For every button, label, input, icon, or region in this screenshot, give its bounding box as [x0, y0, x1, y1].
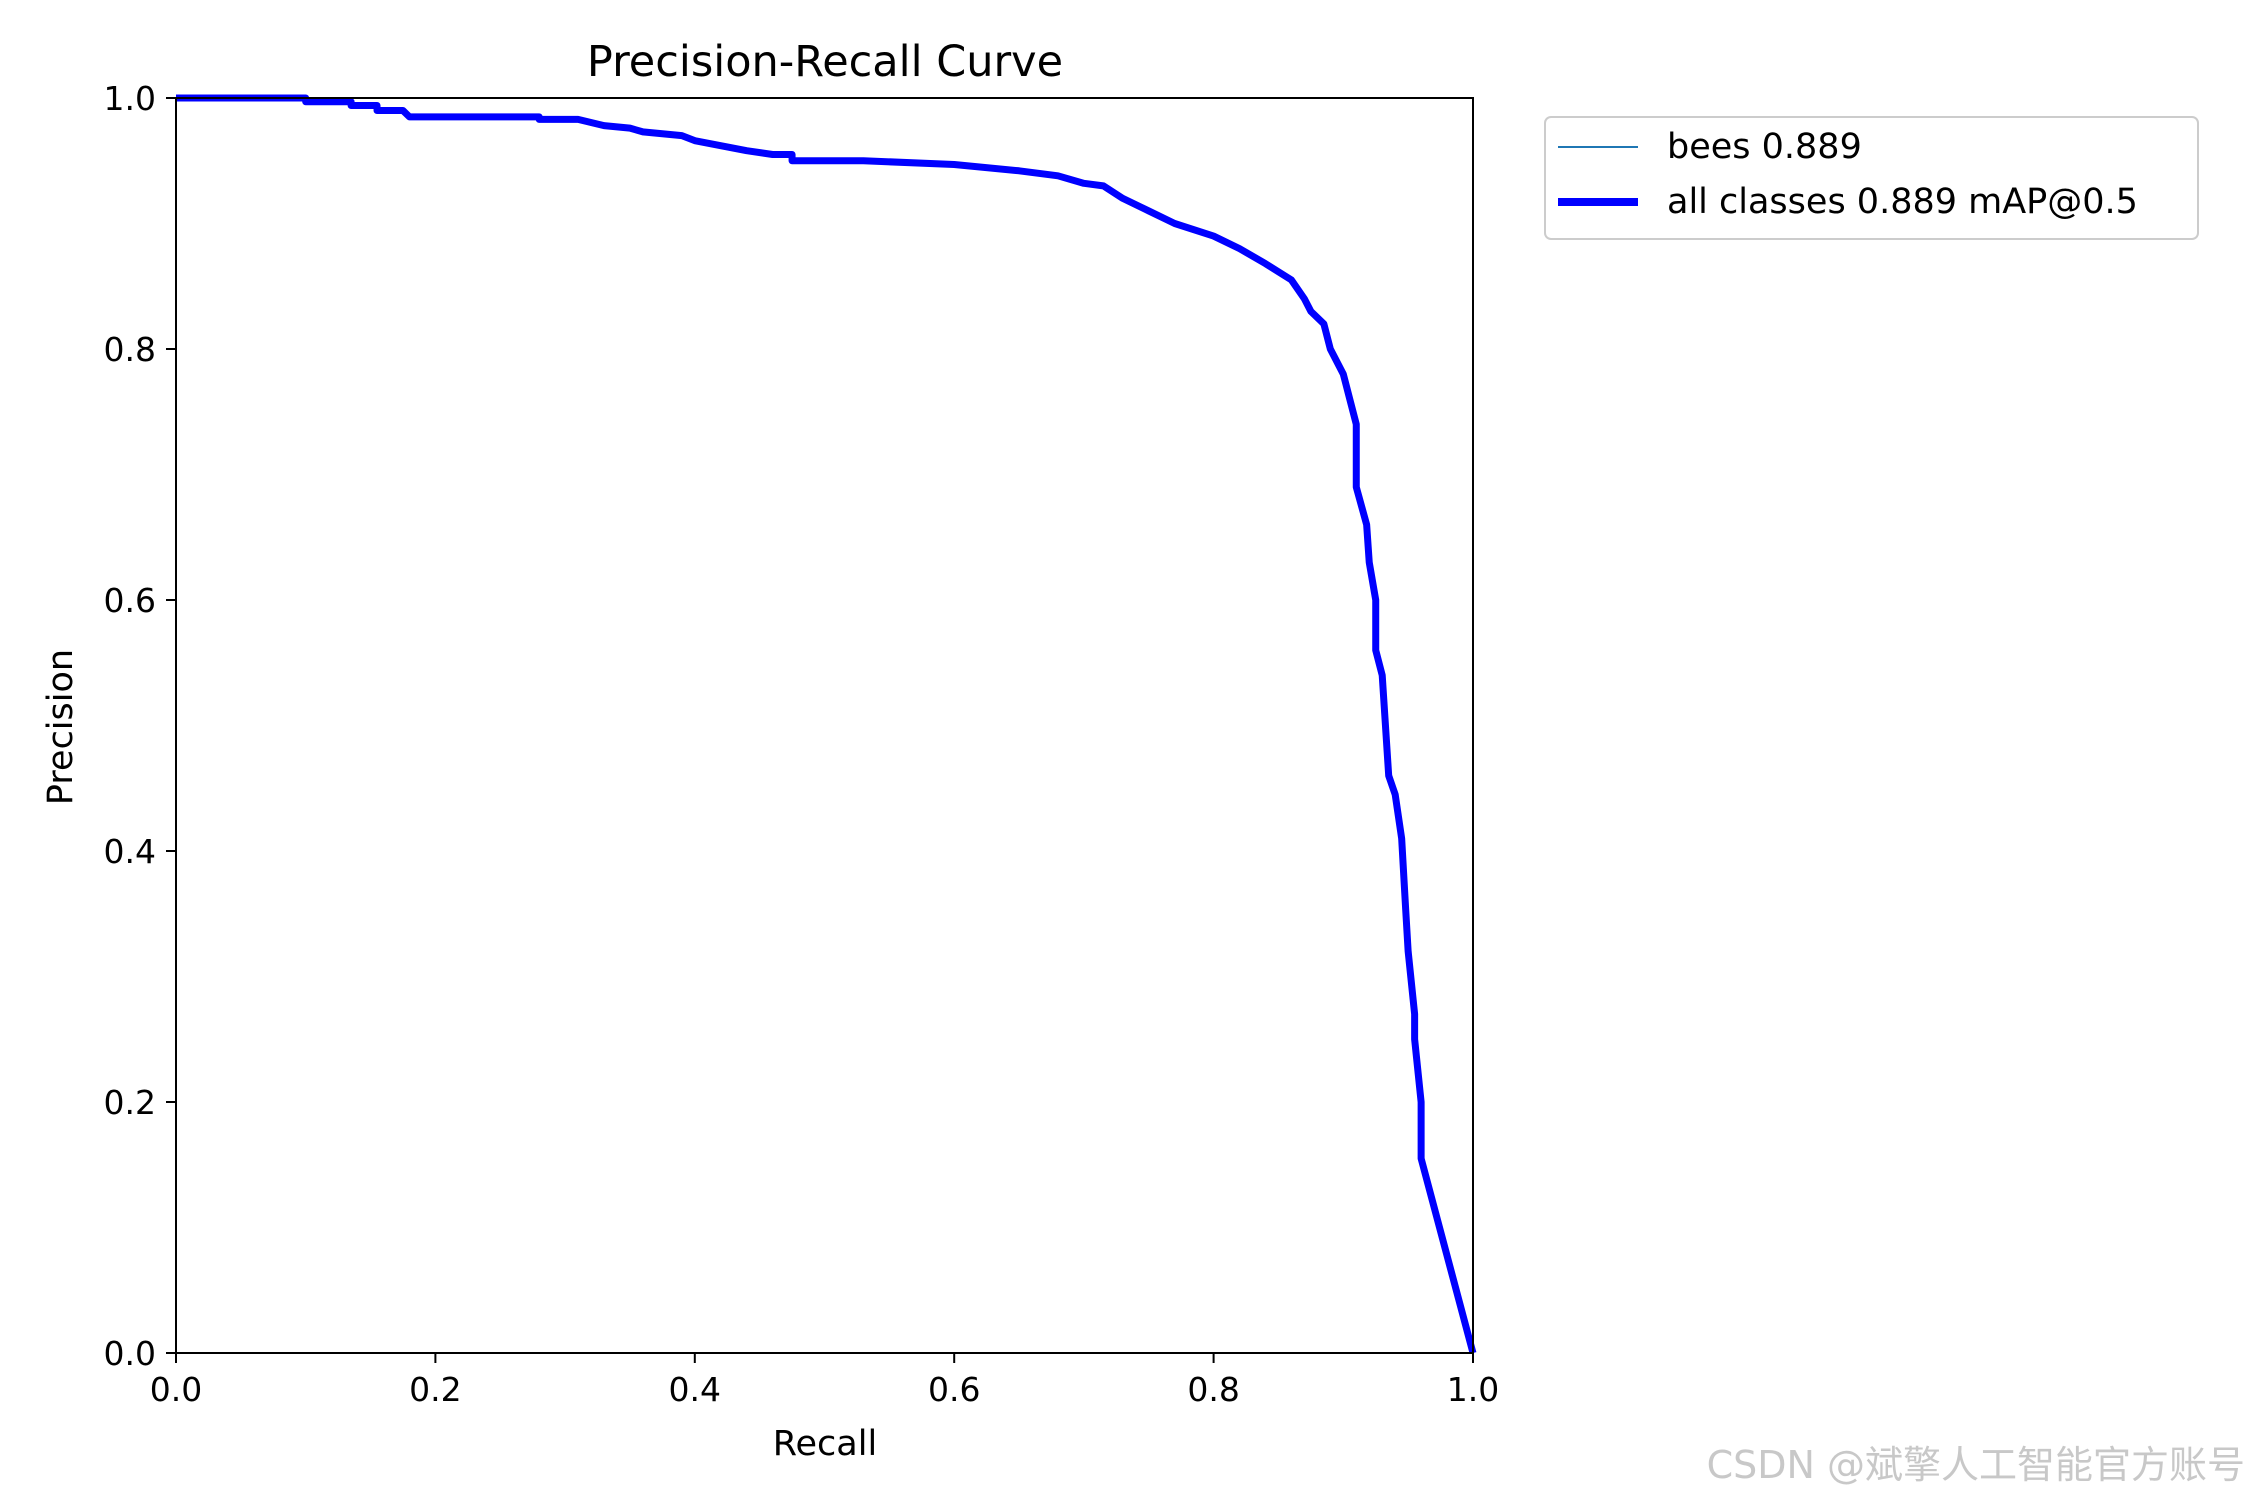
legend-box [1544, 116, 2199, 240]
x-axis-label: Recall [773, 1424, 877, 1464]
y-tick-label: 0.4 [104, 832, 156, 871]
y-tick-label: 0.0 [104, 1334, 156, 1373]
y-axis-label: Precision [41, 649, 81, 805]
chart-title: Precision-Recall Curve [587, 37, 1063, 87]
y-tick-label: 0.2 [104, 1083, 156, 1122]
watermark: CSDN @斌擎人工智能官方账号 [1707, 1443, 2245, 1487]
y-tick-label: 1.0 [104, 79, 156, 118]
legend: bees 0.889 all classes 0.889 mAP@0.5 [1544, 116, 2199, 240]
x-axis-ticks: 0.0 0.2 0.4 0.6 0.8 1.0 [150, 1353, 1499, 1409]
legend-label-bees: bees 0.889 [1667, 127, 1862, 167]
legend-label-all-classes: all classes 0.889 mAP@0.5 [1667, 182, 2138, 222]
plot-frame [175, 97, 1474, 1354]
x-tick-label: 0.6 [928, 1370, 980, 1409]
x-tick-label: 0.8 [1187, 1370, 1239, 1409]
x-tick-label: 0.0 [150, 1370, 202, 1409]
plot-area [176, 98, 1473, 1353]
y-tick-label: 0.8 [104, 330, 156, 369]
series-line-all-classes [176, 94, 1477, 1354]
y-tick-label: 0.6 [104, 581, 156, 620]
series-layer [176, 94, 1477, 1354]
x-tick-label: 0.4 [669, 1370, 721, 1409]
x-tick-label: 1.0 [1447, 1370, 1499, 1409]
x-tick-label: 0.2 [409, 1370, 461, 1409]
y-axis-ticks: 0.0 0.2 0.4 0.6 0.8 1.0 [104, 79, 176, 1373]
